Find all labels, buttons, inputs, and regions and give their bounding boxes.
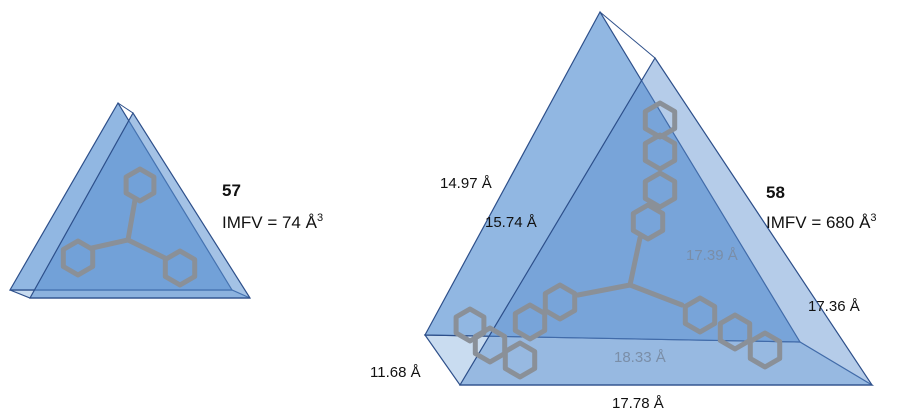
dimension-label: 11.68 Å [370, 364, 421, 381]
dimension-label: 17.78 Å [612, 395, 664, 412]
compound-number: 58 [766, 183, 785, 202]
imfv: IMFV = 680 Å3 [766, 212, 877, 232]
dimension-label: 17.39 Å [686, 247, 738, 264]
dimension-label: 18.33 Å [614, 349, 666, 366]
superscript: 3 [870, 212, 876, 224]
imfv: IMFV = 74 Å3 [222, 212, 323, 232]
dimension-label: 14.97 Å [440, 175, 492, 192]
imfv-text: IMFV = 74 Å [222, 213, 318, 232]
figure: 57 IMFV = 74 Å3 58 IMFV = 680 Å3 14.97 Å… [0, 0, 907, 412]
dimension-label: 17.36 Å [808, 298, 860, 315]
dimension-label: 15.74 Å [485, 214, 537, 231]
prism-57 [10, 103, 250, 298]
compound-number: 57 [222, 181, 241, 200]
imfv-text: IMFV = 680 Å [766, 213, 871, 232]
superscript: 3 [317, 212, 323, 224]
